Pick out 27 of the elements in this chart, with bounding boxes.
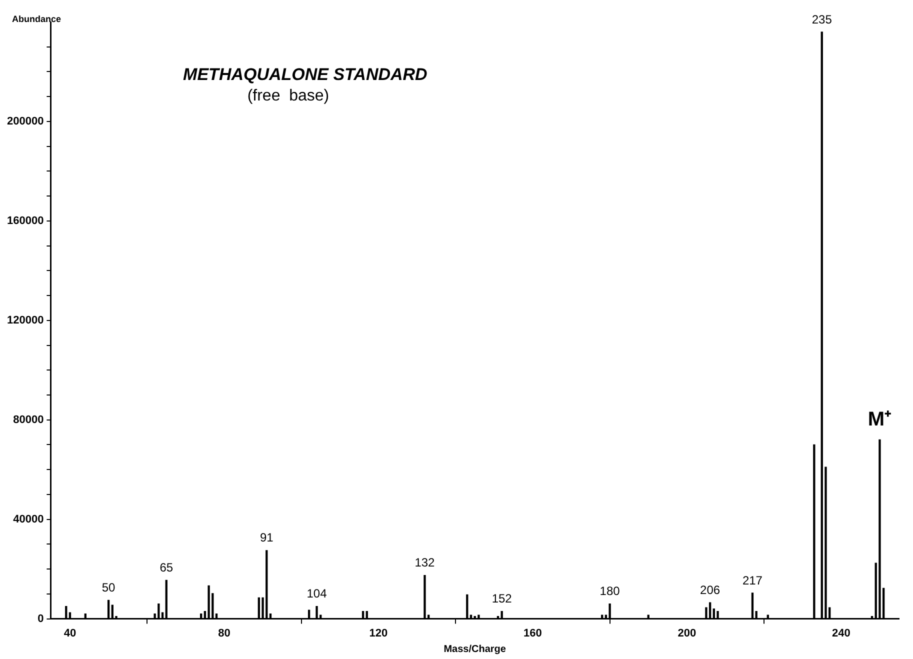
x-tick-label: 160 bbox=[524, 627, 542, 640]
y-tick-label: 120000 bbox=[6, 314, 44, 326]
x-tick-label: 120 bbox=[369, 627, 388, 640]
y-tick-label: 40000 bbox=[13, 513, 44, 526]
text: (free base) bbox=[247, 87, 330, 104]
annotation: 65 bbox=[160, 560, 174, 575]
x-tick-label: 80 bbox=[218, 627, 230, 640]
annotation: M⁺ bbox=[868, 408, 892, 430]
x-tick-label: 40 bbox=[64, 627, 76, 640]
y-tick-label: 80000 bbox=[13, 414, 44, 426]
y-tick-label: 200000 bbox=[6, 116, 44, 128]
y-axis-title: Abundance bbox=[12, 14, 62, 24]
x-tick-label: 200 bbox=[678, 627, 696, 640]
annotation: 152 bbox=[492, 592, 512, 606]
annotation: 235 bbox=[812, 12, 832, 26]
y-tick-label: 0 bbox=[38, 612, 44, 625]
x-tick-label: 240 bbox=[832, 627, 850, 640]
y-tick-label: 160000 bbox=[6, 214, 44, 227]
annotation: 50 bbox=[102, 580, 116, 594]
annotation: 132 bbox=[414, 556, 436, 570]
annotation: 104 bbox=[306, 586, 328, 601]
annotation: 91 bbox=[260, 530, 274, 545]
annotation: 180 bbox=[600, 584, 620, 598]
x-axis-title: Mass/Charge bbox=[444, 644, 506, 655]
annotation: 206 bbox=[700, 582, 720, 597]
text: METHAQUALONE STANDARD bbox=[183, 65, 428, 84]
annotation: 217 bbox=[742, 573, 763, 588]
